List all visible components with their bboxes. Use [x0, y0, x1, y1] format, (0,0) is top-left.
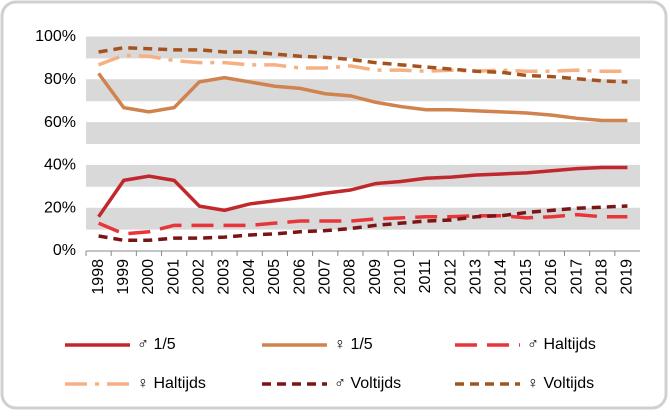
- x-tick-label: 2016: [543, 259, 560, 295]
- y-tick-label: 100%: [35, 28, 76, 45]
- x-tick-label: 2013: [468, 259, 485, 295]
- legend-label: ♂ Haltijds: [527, 336, 596, 353]
- y-tick-label: 60%: [44, 114, 76, 131]
- legend-label: ♀ 1/5: [334, 336, 373, 353]
- series-line: [98, 45, 628, 84]
- x-tick-label: 2008: [342, 259, 359, 295]
- x-tick-label: 2018: [593, 259, 610, 295]
- x-tick-label: 2001: [165, 259, 182, 295]
- y-tick-label: 40%: [44, 157, 76, 174]
- legend-label: ♀ Haltijds: [137, 375, 206, 392]
- x-tick-label: 2003: [216, 259, 233, 295]
- x-tick-label: 2019: [619, 259, 636, 295]
- x-tick-label: 2002: [191, 259, 208, 295]
- y-tick-label: 0%: [53, 242, 76, 259]
- x-tick-label: 2011: [417, 259, 434, 294]
- x-tick-label: 2007: [316, 259, 333, 295]
- x-tick-label: 2015: [518, 259, 535, 295]
- series-line: [98, 204, 628, 243]
- legend-label: ♂ Voltijds: [334, 375, 401, 392]
- legend-label: ♂ 1/5: [137, 336, 176, 353]
- x-tick-label: 1999: [115, 259, 132, 295]
- x-tick-label: 2006: [291, 259, 308, 295]
- series-line: [97, 53, 628, 73]
- y-tick-label: 80%: [44, 71, 76, 88]
- x-tick-label: 2000: [140, 259, 157, 295]
- grid-band: [86, 122, 640, 144]
- x-tick-label: 2010: [392, 259, 409, 295]
- x-tick-label: 2014: [493, 259, 510, 295]
- series-line: [97, 72, 628, 123]
- x-tick-label: 1998: [90, 259, 107, 295]
- grid-band: [86, 165, 640, 187]
- x-tick-label: 2012: [442, 259, 459, 295]
- x-tick-label: 2017: [568, 259, 585, 295]
- y-tick-label: 20%: [44, 199, 76, 216]
- legend-label: ♀ Voltijds: [527, 375, 594, 392]
- grid-band: [86, 37, 640, 59]
- x-tick-label: 2009: [367, 259, 384, 295]
- series-line: [97, 212, 628, 236]
- x-tick-label: 2004: [241, 259, 258, 295]
- grid-band: [86, 79, 640, 102]
- series-line: [97, 165, 628, 218]
- x-tick-label: 2005: [266, 259, 283, 295]
